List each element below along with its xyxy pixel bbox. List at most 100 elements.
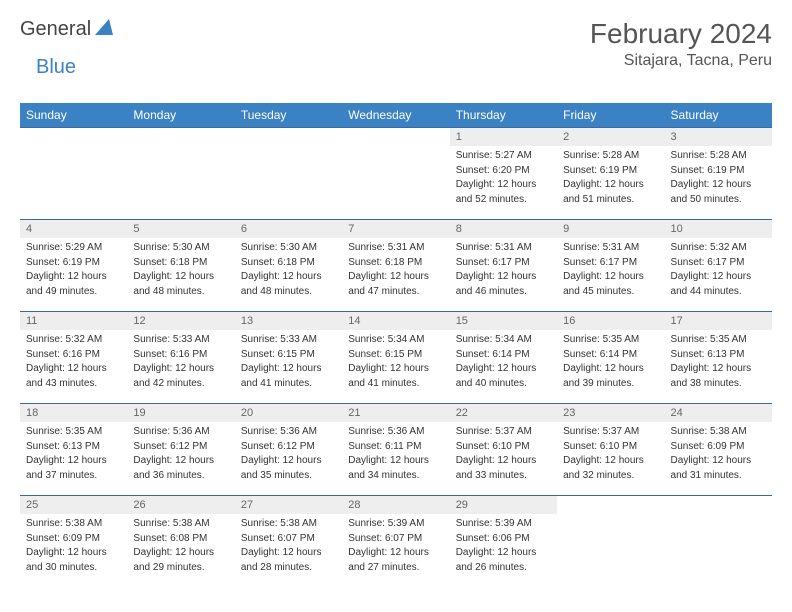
day-info: Sunrise: 5:35 AMSunset: 6:13 PMDaylight:… xyxy=(20,422,127,489)
week-row: 4Sunrise: 5:29 AMSunset: 6:19 PMDaylight… xyxy=(20,220,772,312)
info-line: and 42 minutes. xyxy=(133,377,228,391)
day-cell: 27Sunrise: 5:38 AMSunset: 6:07 PMDayligh… xyxy=(235,496,342,588)
date-number: 16 xyxy=(557,312,664,330)
info-line: and 50 minutes. xyxy=(671,193,766,207)
info-line: Daylight: 12 hours xyxy=(241,270,336,284)
info-line: Sunrise: 5:30 AM xyxy=(133,241,228,255)
week-row: 25Sunrise: 5:38 AMSunset: 6:09 PMDayligh… xyxy=(20,496,772,588)
info-line: and 32 minutes. xyxy=(563,469,658,483)
info-line: Sunset: 6:10 PM xyxy=(456,440,551,454)
day-cell: 11Sunrise: 5:32 AMSunset: 6:16 PMDayligh… xyxy=(20,312,127,404)
week-row: 11Sunrise: 5:32 AMSunset: 6:16 PMDayligh… xyxy=(20,312,772,404)
info-line: Sunset: 6:14 PM xyxy=(456,348,551,362)
day-info: Sunrise: 5:32 AMSunset: 6:17 PMDaylight:… xyxy=(665,238,772,305)
info-line: Daylight: 12 hours xyxy=(563,270,658,284)
info-line: Sunrise: 5:31 AM xyxy=(456,241,551,255)
info-line: Daylight: 12 hours xyxy=(671,454,766,468)
day-info: Sunrise: 5:34 AMSunset: 6:14 PMDaylight:… xyxy=(450,330,557,397)
info-line: and 31 minutes. xyxy=(671,469,766,483)
day-info: Sunrise: 5:38 AMSunset: 6:07 PMDaylight:… xyxy=(235,514,342,581)
info-line: Daylight: 12 hours xyxy=(671,178,766,192)
info-line: and 48 minutes. xyxy=(133,285,228,299)
date-number: 27 xyxy=(235,496,342,514)
info-line: Daylight: 12 hours xyxy=(133,270,228,284)
info-line: Sunrise: 5:35 AM xyxy=(26,425,121,439)
date-number: 15 xyxy=(450,312,557,330)
info-line: Sunrise: 5:29 AM xyxy=(26,241,121,255)
info-line: and 40 minutes. xyxy=(456,377,551,391)
day-info: Sunrise: 5:37 AMSunset: 6:10 PMDaylight:… xyxy=(450,422,557,489)
info-line: and 38 minutes. xyxy=(671,377,766,391)
day-cell: 7Sunrise: 5:31 AMSunset: 6:18 PMDaylight… xyxy=(342,220,449,312)
date-number: 9 xyxy=(557,220,664,238)
info-line: Daylight: 12 hours xyxy=(671,362,766,376)
day-cell: 1Sunrise: 5:27 AMSunset: 6:20 PMDaylight… xyxy=(450,128,557,220)
day-cell xyxy=(665,496,772,588)
info-line: Sunset: 6:09 PM xyxy=(671,440,766,454)
info-line: Daylight: 12 hours xyxy=(241,362,336,376)
date-number: 1 xyxy=(450,128,557,146)
dayhead-thu: Thursday xyxy=(450,103,557,128)
empty-cell xyxy=(235,128,342,146)
day-cell: 28Sunrise: 5:39 AMSunset: 6:07 PMDayligh… xyxy=(342,496,449,588)
sail-icon xyxy=(95,19,113,40)
info-line: Daylight: 12 hours xyxy=(26,546,121,560)
info-line: Sunset: 6:19 PM xyxy=(671,164,766,178)
info-line: Daylight: 12 hours xyxy=(348,270,443,284)
brand-logo: General xyxy=(20,18,117,41)
info-line: and 30 minutes. xyxy=(26,561,121,575)
info-line: Daylight: 12 hours xyxy=(348,362,443,376)
info-line: Sunset: 6:12 PM xyxy=(133,440,228,454)
info-line: Sunset: 6:15 PM xyxy=(348,348,443,362)
date-number: 5 xyxy=(127,220,234,238)
info-line: Daylight: 12 hours xyxy=(26,362,121,376)
info-line: Sunset: 6:07 PM xyxy=(241,532,336,546)
info-line: Sunset: 6:06 PM xyxy=(456,532,551,546)
info-line: Daylight: 12 hours xyxy=(133,454,228,468)
info-line: Sunrise: 5:33 AM xyxy=(241,333,336,347)
info-line: Sunrise: 5:32 AM xyxy=(671,241,766,255)
info-line: Sunset: 6:18 PM xyxy=(241,256,336,270)
day-info: Sunrise: 5:37 AMSunset: 6:10 PMDaylight:… xyxy=(557,422,664,489)
date-number: 26 xyxy=(127,496,234,514)
date-number: 25 xyxy=(20,496,127,514)
day-header-row: Sunday Monday Tuesday Wednesday Thursday… xyxy=(20,103,772,128)
info-line: and 29 minutes. xyxy=(133,561,228,575)
info-line: Sunset: 6:12 PM xyxy=(241,440,336,454)
date-number: 19 xyxy=(127,404,234,422)
date-number: 14 xyxy=(342,312,449,330)
date-number: 28 xyxy=(342,496,449,514)
info-line: and 33 minutes. xyxy=(456,469,551,483)
info-line: Daylight: 12 hours xyxy=(348,546,443,560)
info-line: Daylight: 12 hours xyxy=(241,546,336,560)
day-info: Sunrise: 5:34 AMSunset: 6:15 PMDaylight:… xyxy=(342,330,449,397)
day-info: Sunrise: 5:31 AMSunset: 6:17 PMDaylight:… xyxy=(450,238,557,305)
day-cell: 5Sunrise: 5:30 AMSunset: 6:18 PMDaylight… xyxy=(127,220,234,312)
info-line: Sunrise: 5:38 AM xyxy=(133,517,228,531)
day-cell: 8Sunrise: 5:31 AMSunset: 6:17 PMDaylight… xyxy=(450,220,557,312)
day-info: Sunrise: 5:31 AMSunset: 6:18 PMDaylight:… xyxy=(342,238,449,305)
dayhead-sat: Saturday xyxy=(665,103,772,128)
empty-cell xyxy=(20,128,127,146)
day-info: Sunrise: 5:29 AMSunset: 6:19 PMDaylight:… xyxy=(20,238,127,305)
info-line: and 34 minutes. xyxy=(348,469,443,483)
date-number: 10 xyxy=(665,220,772,238)
dayhead-fri: Friday xyxy=(557,103,664,128)
empty-cell xyxy=(342,128,449,146)
info-line: and 41 minutes. xyxy=(241,377,336,391)
day-cell: 24Sunrise: 5:38 AMSunset: 6:09 PMDayligh… xyxy=(665,404,772,496)
info-line: Sunrise: 5:36 AM xyxy=(133,425,228,439)
calendar-page: General February 2024 Sitajara, Tacna, P… xyxy=(0,0,792,606)
date-number: 18 xyxy=(20,404,127,422)
day-info: Sunrise: 5:33 AMSunset: 6:16 PMDaylight:… xyxy=(127,330,234,397)
info-line: Daylight: 12 hours xyxy=(563,362,658,376)
day-cell: 17Sunrise: 5:35 AMSunset: 6:13 PMDayligh… xyxy=(665,312,772,404)
day-info: Sunrise: 5:35 AMSunset: 6:14 PMDaylight:… xyxy=(557,330,664,397)
info-line: Sunrise: 5:34 AM xyxy=(348,333,443,347)
info-line: Sunset: 6:15 PM xyxy=(241,348,336,362)
day-info: Sunrise: 5:28 AMSunset: 6:19 PMDaylight:… xyxy=(665,146,772,213)
info-line: and 41 minutes. xyxy=(348,377,443,391)
date-number: 22 xyxy=(450,404,557,422)
day-cell: 10Sunrise: 5:32 AMSunset: 6:17 PMDayligh… xyxy=(665,220,772,312)
info-line: and 28 minutes. xyxy=(241,561,336,575)
